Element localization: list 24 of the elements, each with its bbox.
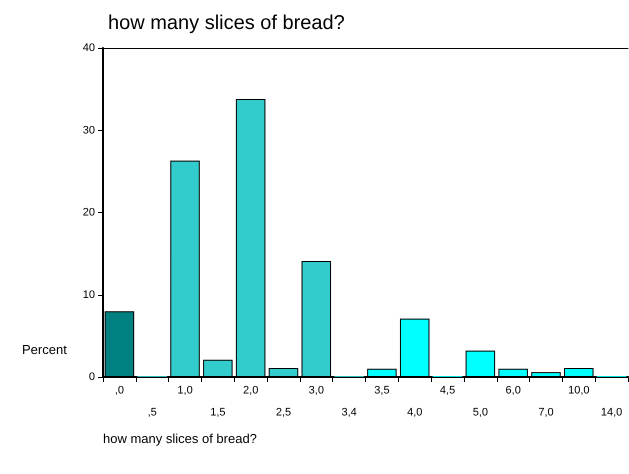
x-tick-label: 2,0	[243, 384, 258, 396]
y-tick-label: 40	[82, 42, 95, 54]
x-tick-label: 7,0	[538, 406, 554, 418]
x-tick-label: 1,5	[210, 406, 226, 418]
x-tick-label: 1,0	[177, 384, 193, 396]
x-tick-label: 5,0	[472, 406, 488, 418]
x-axis-title: how many slices of bread?	[103, 431, 257, 446]
x-tick-label: 3,0	[308, 384, 324, 396]
x-tick-label: 3,5	[374, 384, 390, 396]
x-tick-label: 4,5	[440, 384, 456, 396]
x-tick-label: 3,4	[341, 406, 357, 418]
y-tick-label: 10	[82, 288, 95, 301]
y-tick-label: 20	[82, 206, 95, 218]
x-tick-label: ,0	[114, 384, 124, 396]
chart-title: how many slices of bread?	[108, 12, 345, 34]
x-tick-label: 2,5	[276, 406, 292, 418]
y-tick-label: 0	[88, 371, 95, 383]
x-tick-label: 14,0	[600, 406, 622, 418]
x-tick-label: 4,0	[407, 406, 422, 418]
x-tick-label: ,5	[148, 406, 157, 418]
x-tick-label: 10,0	[568, 384, 590, 396]
x-tick-label: 6,0	[506, 384, 521, 396]
y-axis-title: Percent	[22, 342, 68, 357]
y-tick-label: 30	[82, 124, 95, 136]
